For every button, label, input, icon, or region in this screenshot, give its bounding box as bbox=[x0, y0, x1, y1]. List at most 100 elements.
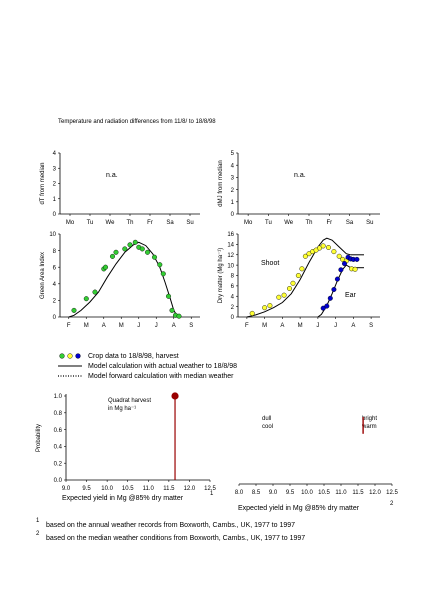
gai-data-point bbox=[139, 246, 145, 252]
legend-marker-blue bbox=[75, 353, 81, 359]
chart-weather-scenarios: 8.0 8.5 9.0 9.5 10.0 10.5 11.0 11.5 12.0 12.5 Expe… bbox=[235, 416, 399, 512]
gai-data-point bbox=[151, 254, 157, 260]
dMJ-y-tick-label: 0 bbox=[231, 212, 235, 218]
weather-label-bright-warm: bright warm bbox=[361, 416, 377, 430]
gai-y-tick-label: 10 bbox=[49, 232, 56, 238]
dm-ear-data-point bbox=[334, 276, 340, 282]
legend-model-actual: Model calculation with actual weather to… bbox=[88, 363, 237, 370]
dT-y-tick-label: 4 bbox=[53, 151, 57, 157]
dMJ-x-tick-label: We bbox=[284, 220, 294, 226]
yield-x-tick-label: 10.5 bbox=[122, 486, 134, 492]
dT-x-tick-label: We bbox=[106, 220, 116, 226]
yield-x-axis-label: Expected yield in Mg @85% dry matter bbox=[62, 495, 184, 502]
weather-x-tick-label: 12.0 bbox=[369, 490, 381, 496]
gai-data-point bbox=[165, 293, 171, 299]
weather-x-axis-label: Expected yield in Mg @85% dry matter bbox=[238, 505, 360, 512]
gai-model-line bbox=[68, 241, 181, 318]
dm-y-axis-label: Dry matter (Mg ha⁻¹) bbox=[218, 248, 224, 304]
gai-data-point bbox=[157, 262, 163, 268]
dm-shoot-data-point bbox=[267, 303, 273, 309]
dm-ear-data-point bbox=[338, 267, 344, 273]
dm-shoot-data-point bbox=[326, 244, 332, 250]
dm-shoot-data-point bbox=[299, 266, 305, 272]
dMJ-x-tick-label: Fr bbox=[326, 220, 332, 226]
dT-y-tick-label: 2 bbox=[53, 182, 57, 188]
gai-x-tick-label: A bbox=[102, 323, 106, 329]
legend-marker-yellow bbox=[67, 353, 73, 359]
yield-annotation-line: in Mg ha⁻¹ bbox=[108, 406, 136, 412]
gai-y-tick-label: 6 bbox=[53, 265, 57, 271]
dm-shoot-data-point bbox=[249, 310, 255, 316]
gai-data-point bbox=[122, 246, 128, 252]
dm-y-tick-label: 4 bbox=[231, 294, 235, 300]
dT-y-axis-label: dT from median bbox=[40, 163, 46, 205]
gai-y-tick-label: 0 bbox=[53, 315, 57, 321]
yield-annotation: Quadrat harvest in Mg ha⁻¹ bbox=[108, 398, 151, 412]
gai-data-point bbox=[169, 307, 175, 313]
dm-annotation-shoot: Shoot bbox=[261, 260, 279, 267]
weather-x-tick-label: 12.5 bbox=[386, 490, 398, 496]
dT-x-tick-label: Sa bbox=[166, 220, 174, 226]
weather-x-axis-note: 2 bbox=[390, 501, 394, 507]
dm-shoot-data-point bbox=[290, 280, 296, 286]
weather-label-dull-cool: dull cool bbox=[262, 416, 273, 430]
dMJ-y-tick-label: 4 bbox=[231, 163, 235, 169]
dMJ-x-tick-label: Th bbox=[305, 220, 312, 226]
gai-data-point bbox=[132, 239, 138, 245]
dm-ear-data-point bbox=[354, 256, 360, 262]
dm-x-tick-label: M bbox=[298, 323, 303, 329]
dT-x-tick-label: Mo bbox=[66, 220, 75, 226]
dMJ-y-tick-label: 5 bbox=[231, 151, 235, 157]
gai-y-tick-label: 8 bbox=[53, 249, 57, 255]
yield-x-tick-label: 12.0 bbox=[184, 486, 196, 492]
dm-ear-data-point bbox=[342, 261, 348, 267]
yield-y-tick-label: 0.2 bbox=[54, 461, 63, 467]
dm-x-tick-label: A bbox=[280, 323, 284, 329]
dm-y-tick-label: 12 bbox=[227, 253, 234, 259]
legend-marker-green bbox=[59, 353, 65, 359]
dT-x-tick-label: Th bbox=[126, 220, 133, 226]
dMJ-y-axis-label: dMJ from median bbox=[218, 160, 224, 206]
gai-y-tick-label: 4 bbox=[53, 282, 57, 288]
gai-data-point bbox=[83, 296, 89, 302]
chart-green-area-index: 0 2 4 6 8 10 F M A M J J A S Green Area Index bbox=[40, 232, 200, 329]
gai-x-tick-label: F bbox=[67, 323, 71, 329]
dm-y-tick-label: 16 bbox=[227, 232, 234, 238]
gai-data-point bbox=[71, 307, 77, 313]
gai-data-point bbox=[144, 249, 150, 255]
yield-x-tick-label: 11.0 bbox=[143, 486, 155, 492]
gai-y-tick-label: 2 bbox=[53, 299, 57, 305]
dm-shoot-data-point bbox=[320, 243, 326, 249]
yield-x-tick-label: 9.0 bbox=[62, 486, 71, 492]
dm-y-tick-label: 0 bbox=[231, 315, 235, 321]
dT-y-tick-label: 1 bbox=[53, 197, 57, 203]
chart-expected-yield: 0.0 0.2 0.4 0.6 0.8 1.0 9.0 9.5 10.0 10.5 11.0 11.5… bbox=[36, 392, 216, 502]
dMJ-x-tick-label: Tu bbox=[265, 220, 272, 226]
gai-data-point bbox=[176, 313, 182, 319]
dm-x-tick-label: F bbox=[245, 323, 249, 329]
chart-dmj: 0 1 2 3 4 5 Mo Tu We Th Fr Sa Su dMJ from median n.a. bbox=[218, 151, 380, 226]
gai-data-point bbox=[109, 253, 115, 259]
dm-shoot-data-point bbox=[331, 249, 337, 255]
dm-shoot-data-point bbox=[287, 286, 293, 292]
yield-y-tick-label: 0.6 bbox=[54, 428, 63, 434]
weather-x-tick-label: 10.0 bbox=[301, 490, 313, 496]
dMJ-y-tick-label: 3 bbox=[231, 176, 235, 182]
footnote-2-mark: 2 bbox=[36, 531, 40, 537]
yield-x-tick-label: 10.0 bbox=[101, 486, 113, 492]
dm-ear-data-point bbox=[331, 287, 337, 293]
gai-x-tick-label: J bbox=[155, 323, 158, 329]
dm-shoot-data-point bbox=[281, 292, 287, 298]
gai-x-tick-label: S bbox=[189, 323, 193, 329]
dT-y-tick-label: 0 bbox=[53, 212, 57, 218]
dmj-annotation: n.a. bbox=[294, 172, 306, 179]
weather-label-dull-cool-line: dull bbox=[262, 416, 271, 422]
dm-shoot-data-point bbox=[276, 294, 282, 300]
dt-annotation: n.a. bbox=[106, 172, 118, 179]
yield-x-tick-label: 11.5 bbox=[163, 486, 175, 492]
gai-data-point bbox=[113, 249, 119, 255]
dm-y-tick-label: 8 bbox=[231, 274, 235, 280]
dm-y-tick-label: 14 bbox=[227, 243, 234, 249]
gai-x-tick-label: A bbox=[172, 323, 176, 329]
yield-x-tick-label: 9.5 bbox=[82, 486, 91, 492]
